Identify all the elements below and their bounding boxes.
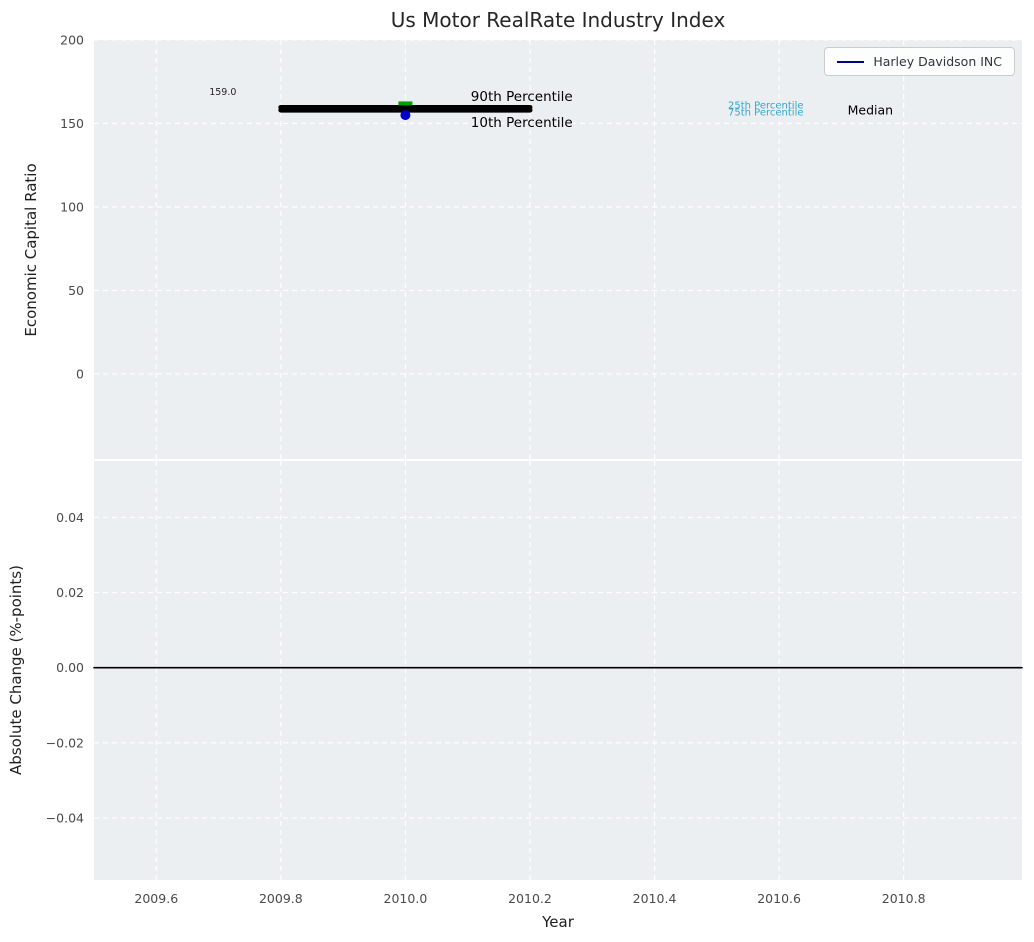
svg-text:2010.0: 2010.0 [384,891,428,906]
svg-text:150: 150 [60,116,84,131]
svg-text:−0.02: −0.02 [46,735,84,750]
svg-text:0.02: 0.02 [56,585,84,600]
svg-text:2010.4: 2010.4 [633,891,677,906]
svg-text:2010.8: 2010.8 [882,891,926,906]
svg-text:75th Percentile: 75th Percentile [728,107,804,118]
svg-text:2009.6: 2009.6 [134,891,178,906]
svg-text:0.04: 0.04 [56,510,84,525]
svg-text:200: 200 [60,33,84,48]
svg-text:50: 50 [68,283,84,298]
x-axis-label: Year [542,913,574,931]
svg-text:2009.8: 2009.8 [259,891,303,906]
legend: Harley Davidson INC [824,47,1015,76]
svg-text:90th Percentile: 90th Percentile [471,89,573,105]
svg-text:159.0: 159.0 [209,87,236,98]
chart-title: Us Motor RealRate Industry Index [390,8,726,32]
svg-text:Median: Median [848,102,893,117]
svg-text:25th Percentile: 25th Percentile [728,100,804,111]
svg-text:0: 0 [76,366,84,381]
svg-text:10th Percentile: 10th Percentile [471,115,573,131]
svg-text:2010.2: 2010.2 [508,891,552,906]
svg-text:100: 100 [60,199,84,214]
y-axis-label-bottom: Absolute Change (%-points) [7,565,25,775]
legend-line-sample [837,60,865,63]
svg-text:2010.6: 2010.6 [757,891,801,906]
legend-label: Harley Davidson INC [873,54,1002,69]
svg-text:0.00: 0.00 [56,660,84,675]
svg-text:−0.04: −0.04 [46,810,84,825]
y-axis-label-top: Economic Capital Ratio [22,163,40,337]
